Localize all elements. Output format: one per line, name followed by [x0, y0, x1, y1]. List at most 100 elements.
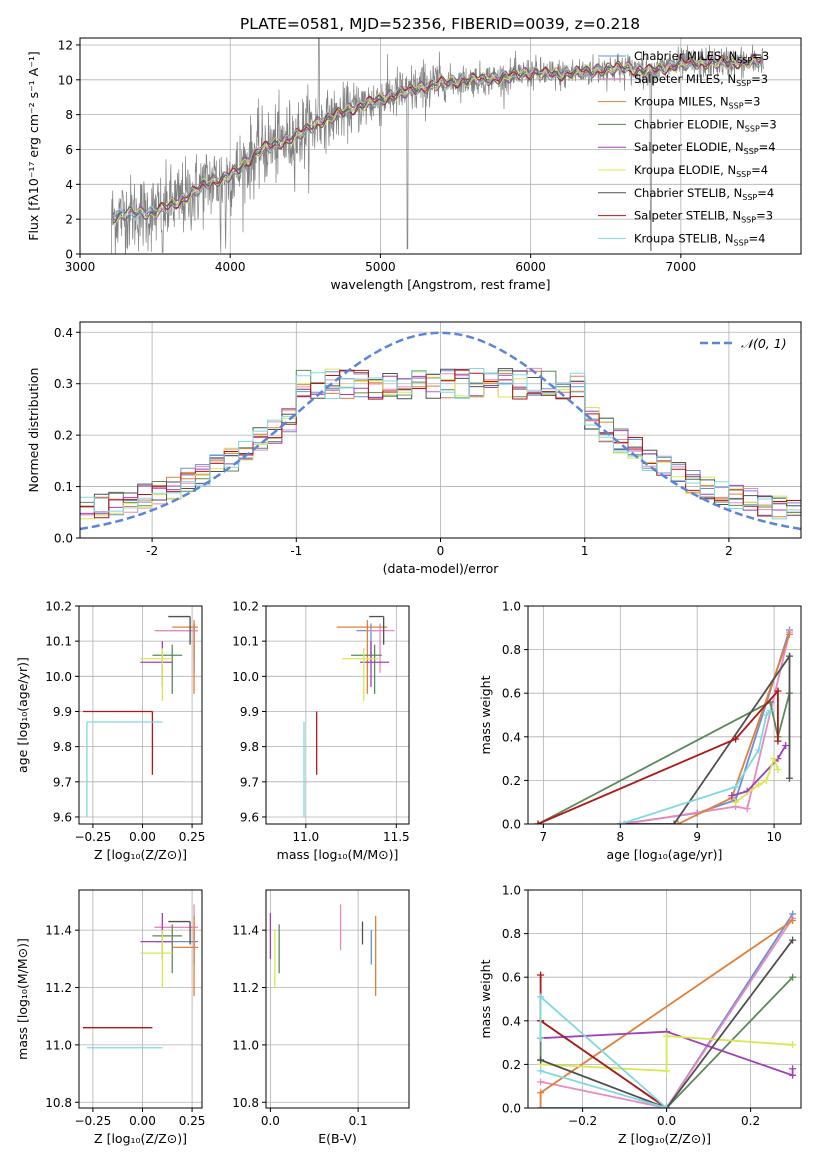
- y-axis-label: Normed distribution: [26, 368, 41, 493]
- weight-line-6: [540, 939, 794, 1108]
- plot-area: [537, 910, 797, 1108]
- y-axis-label: mass [log₁₀(M/M⊙)]: [15, 938, 30, 1060]
- axes-frame: [265, 605, 410, 825]
- model-spectrum-8: [112, 54, 763, 221]
- y-tick-label: 0.6: [502, 687, 521, 701]
- axes-frame: [527, 889, 802, 1109]
- x-tick-label: 4000: [215, 260, 246, 274]
- legend-entry: Kroupa ELODIE, NSSP=4: [634, 163, 768, 179]
- errorbar-5: [140, 648, 173, 701]
- weight-marker: [537, 1104, 545, 1108]
- weight-line-0: [540, 913, 794, 1108]
- weight-marker: [789, 1041, 797, 1049]
- x-axis-label: wavelength [Angstrom, rest frame]: [330, 277, 550, 292]
- y-tick-label: 1.0: [502, 884, 521, 898]
- y-tick-label: 0.8: [502, 643, 521, 657]
- panel-mass-vs-ebv: 0.0 0.1 10.8 11.0 11.2 11.4 E(B-V): [232, 889, 410, 1146]
- y-tick-label: 4: [65, 178, 73, 192]
- weight-marker: [537, 1067, 545, 1075]
- weight-marker: [766, 707, 774, 715]
- grid: [80, 322, 801, 539]
- weight-marker: [785, 630, 793, 638]
- x-axis-label: mass [log₁₀(M/M⊙)]: [277, 847, 399, 862]
- x-tick-label: 0.1: [349, 1114, 368, 1128]
- y-tick-label: 6: [65, 143, 73, 157]
- y-tick-label: 9.7: [240, 775, 259, 789]
- weight-marker: [534, 820, 542, 824]
- panel-weight-vs-Z: −0.2 0.0 0.2 0.0 0.2 0.4 0.6 0.8 1.0 Z [log₁₀(Z/Z…: [478, 884, 802, 1146]
- model-spectrum-5: [112, 54, 763, 224]
- errorbar-3: [351, 644, 382, 694]
- weight-marker: [537, 971, 545, 979]
- x-tick-label: −0.25: [74, 1114, 111, 1128]
- y-tick-label: 9.6: [240, 810, 259, 824]
- x-tick-label: 11.5: [383, 830, 410, 844]
- grid: [266, 605, 409, 824]
- y-tick-label: 10.1: [232, 635, 259, 649]
- y-tick-label: 10.2: [232, 600, 259, 614]
- plot-area: [269, 904, 377, 997]
- y-axis-label: age [log₁₀(age/yr)]: [15, 657, 30, 773]
- weight-marker: [789, 1065, 797, 1073]
- weight-marker: [537, 1056, 545, 1064]
- x-tick-label: 3000: [65, 260, 96, 274]
- y-tick-label: 10.8: [232, 1096, 259, 1110]
- y-axis-label: mass weight: [478, 959, 493, 1038]
- y-tick-label: 0.4: [502, 1014, 521, 1028]
- grid: [79, 890, 202, 1108]
- plot-area: [534, 626, 793, 824]
- weight-marker: [770, 755, 778, 763]
- y-tick-label: 0.4: [502, 730, 521, 744]
- weight-marker: [762, 711, 770, 719]
- axes-frame: [79, 321, 802, 539]
- weight-marker: [537, 993, 545, 1001]
- x-tick-label: 8: [616, 830, 624, 844]
- weight-marker: [785, 774, 793, 782]
- y-tick-label: 10.8: [45, 1096, 72, 1110]
- y-tick-label: 0.3: [54, 377, 73, 391]
- errorbar-6: [168, 615, 191, 645]
- x-tick-label: 7: [540, 830, 548, 844]
- weight-marker: [743, 805, 751, 813]
- y-tick-label: 12: [58, 38, 73, 52]
- legend-entry: Salpeter ELODIE, NSSP=4: [634, 140, 776, 156]
- y-tick-label: 0.4: [54, 326, 73, 340]
- errorbar-2: [172, 620, 199, 694]
- weight-marker: [755, 781, 763, 789]
- weight-marker: [670, 820, 678, 824]
- figure-title: PLATE=0581, MJD=52356, FIBERID=0039, z=0…: [240, 15, 640, 33]
- y-tick-label: 0.6: [502, 971, 521, 985]
- y-tick-label: 0.1: [54, 480, 73, 494]
- y-tick-label: 2: [65, 213, 73, 227]
- weight-marker: [774, 687, 782, 695]
- x-tick-label: 1: [581, 544, 589, 558]
- x-axis-label: (data-model)/error: [383, 561, 500, 576]
- panel-spectrum: 3000 4000 5000 6000 7000 0 2 4 6 8 10 12 wavelength …: [26, 37, 802, 292]
- y-tick-label: 11.2: [232, 981, 259, 995]
- weight-line-5: [540, 1035, 793, 1072]
- y-tick-label: 11.0: [45, 1038, 72, 1052]
- weight-marker: [755, 746, 763, 754]
- legend-entry: Chabrier ELODIE, NSSP=3: [634, 117, 777, 133]
- errorbar-3: [152, 644, 183, 694]
- x-tick-label: 5000: [365, 260, 396, 274]
- legend-entry: Kroupa STELIB, NSSP=4: [634, 231, 765, 247]
- x-tick-label: −0.2: [568, 1114, 597, 1128]
- y-tick-label: 10.0: [45, 670, 72, 684]
- y-tick-label: 0.2: [502, 1058, 521, 1072]
- axes-frame: [265, 889, 410, 1109]
- x-tick-label: 11.0: [292, 830, 319, 844]
- x-axis-label: Z [log₁₀(Z/Z⊙)]: [94, 1131, 187, 1146]
- x-tick-label: 0.00: [129, 830, 156, 844]
- x-tick-label: -1: [290, 544, 302, 558]
- grid: [266, 890, 409, 1108]
- y-tick-label: 10.0: [232, 670, 259, 684]
- weight-marker: [789, 1071, 797, 1079]
- errorbar-4: [360, 641, 390, 687]
- y-tick-label: 10.1: [45, 635, 72, 649]
- y-tick-label: 9.9: [53, 705, 72, 719]
- weight-marker: [616, 820, 624, 824]
- errorbar-1: [154, 623, 199, 673]
- weight-marker: [728, 792, 736, 800]
- weight-marker: [537, 1034, 545, 1042]
